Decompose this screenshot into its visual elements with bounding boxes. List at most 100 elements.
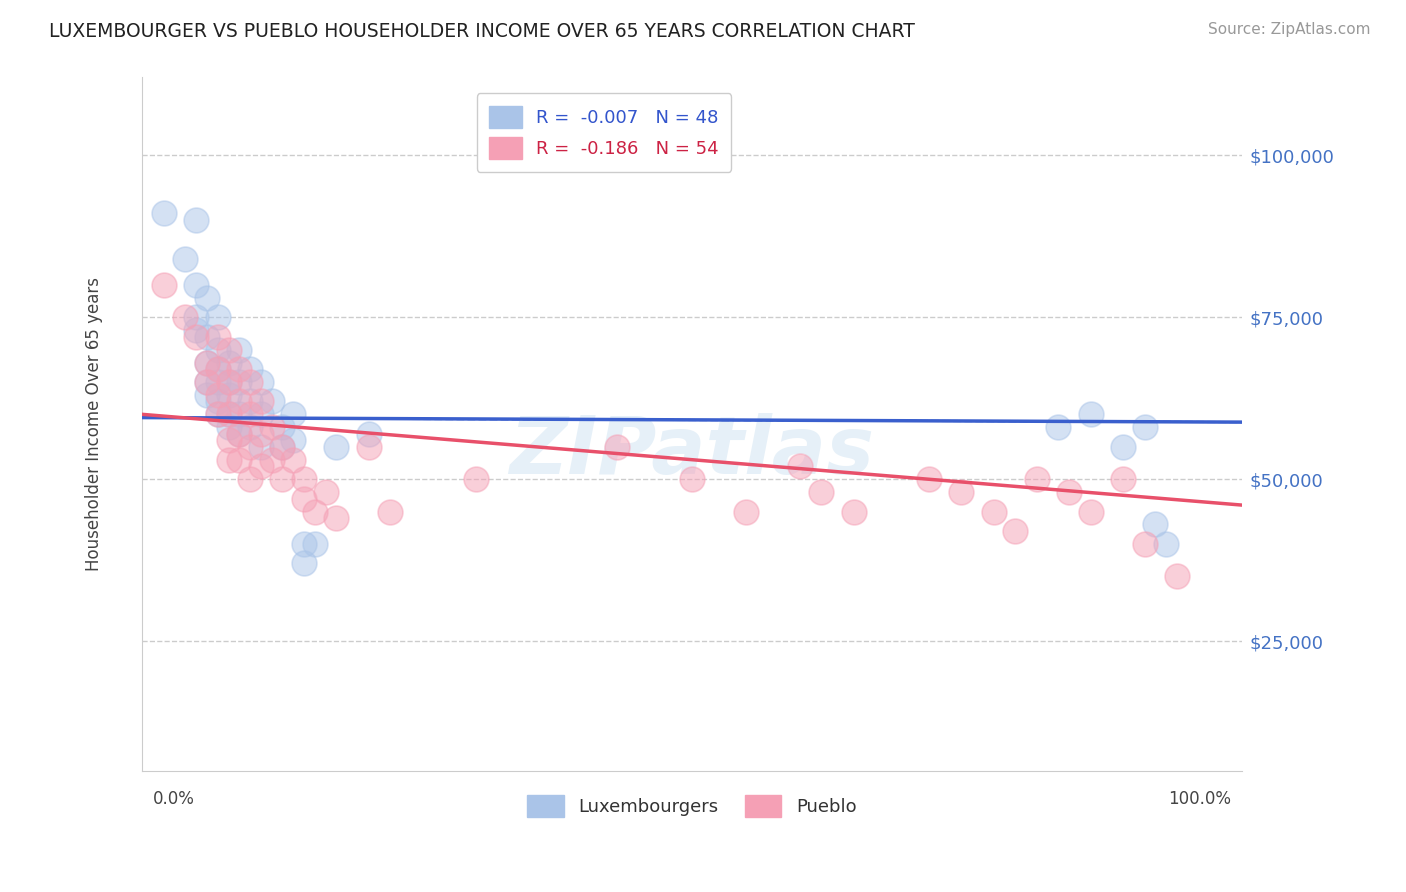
Point	[207, 408, 229, 422]
Point	[283, 408, 305, 422]
Point	[1133, 420, 1156, 434]
Point	[218, 375, 240, 389]
Point	[239, 420, 262, 434]
Point	[207, 375, 229, 389]
Point	[228, 452, 250, 467]
Point	[315, 485, 337, 500]
Point	[325, 511, 347, 525]
Point	[228, 362, 250, 376]
Point	[228, 343, 250, 357]
Point	[207, 394, 229, 409]
Point	[260, 394, 283, 409]
Text: LUXEMBOURGER VS PUEBLO HOUSEHOLDER INCOME OVER 65 YEARS CORRELATION CHART: LUXEMBOURGER VS PUEBLO HOUSEHOLDER INCOM…	[49, 22, 915, 41]
Point	[195, 329, 218, 343]
Point	[174, 310, 197, 325]
Point	[207, 362, 229, 376]
Point	[357, 426, 380, 441]
Point	[228, 426, 250, 441]
Point	[218, 434, 240, 448]
Point	[218, 343, 240, 357]
Point	[195, 375, 218, 389]
Point	[250, 394, 273, 409]
Text: ZIPatlas: ZIPatlas	[509, 413, 875, 491]
Point	[789, 459, 811, 474]
Point	[1112, 440, 1135, 454]
Point	[186, 277, 208, 292]
Point	[1166, 569, 1188, 583]
Point	[250, 440, 273, 454]
Point	[239, 472, 262, 486]
Point	[207, 362, 229, 376]
Point	[271, 440, 294, 454]
Point	[250, 426, 273, 441]
Point	[271, 420, 294, 434]
Text: 100.0%: 100.0%	[1168, 790, 1230, 808]
Point	[1144, 517, 1167, 532]
Point	[271, 472, 294, 486]
Point	[195, 355, 218, 369]
Point	[228, 426, 250, 441]
Point	[250, 459, 273, 474]
Point	[239, 440, 262, 454]
Point	[195, 355, 218, 369]
Point	[1112, 472, 1135, 486]
Point	[207, 310, 229, 325]
Text: 0.0%: 0.0%	[153, 790, 195, 808]
Point	[1080, 408, 1102, 422]
Point	[1080, 504, 1102, 518]
Point	[239, 375, 262, 389]
Point	[228, 394, 250, 409]
Point	[1004, 524, 1026, 538]
Point	[195, 388, 218, 402]
Point	[218, 408, 240, 422]
Point	[1154, 537, 1177, 551]
Point	[207, 343, 229, 357]
Point	[228, 408, 250, 422]
Point	[228, 375, 250, 389]
Point	[207, 388, 229, 402]
Point	[292, 491, 315, 506]
Point	[218, 420, 240, 434]
Point	[357, 440, 380, 454]
Point	[195, 291, 218, 305]
Point	[250, 408, 273, 422]
Point	[186, 310, 208, 325]
Point	[186, 329, 208, 343]
Point	[153, 277, 176, 292]
Point	[283, 452, 305, 467]
Point	[1047, 420, 1070, 434]
Point	[304, 537, 326, 551]
Point	[260, 420, 283, 434]
Point	[950, 485, 973, 500]
Point	[250, 375, 273, 389]
Point	[842, 504, 865, 518]
Point	[218, 408, 240, 422]
Point	[1133, 537, 1156, 551]
Point	[186, 323, 208, 337]
Point	[605, 440, 627, 454]
Point	[810, 485, 832, 500]
Point	[260, 452, 283, 467]
Point	[271, 440, 294, 454]
Point	[239, 362, 262, 376]
Point	[218, 375, 240, 389]
Point	[304, 504, 326, 518]
Point	[283, 434, 305, 448]
Point	[1057, 485, 1080, 500]
Point	[325, 440, 347, 454]
Point	[681, 472, 703, 486]
Point	[239, 394, 262, 409]
Point	[218, 388, 240, 402]
Point	[1025, 472, 1047, 486]
Legend: Luxembourgers, Pueblo: Luxembourgers, Pueblo	[520, 788, 863, 824]
Point	[918, 472, 941, 486]
Text: Householder Income Over 65 years: Householder Income Over 65 years	[84, 277, 103, 571]
Point	[292, 537, 315, 551]
Point	[380, 504, 402, 518]
Point	[292, 472, 315, 486]
Point	[195, 375, 218, 389]
Point	[239, 408, 262, 422]
Text: Source: ZipAtlas.com: Source: ZipAtlas.com	[1208, 22, 1371, 37]
Point	[292, 557, 315, 571]
Point	[153, 206, 176, 220]
